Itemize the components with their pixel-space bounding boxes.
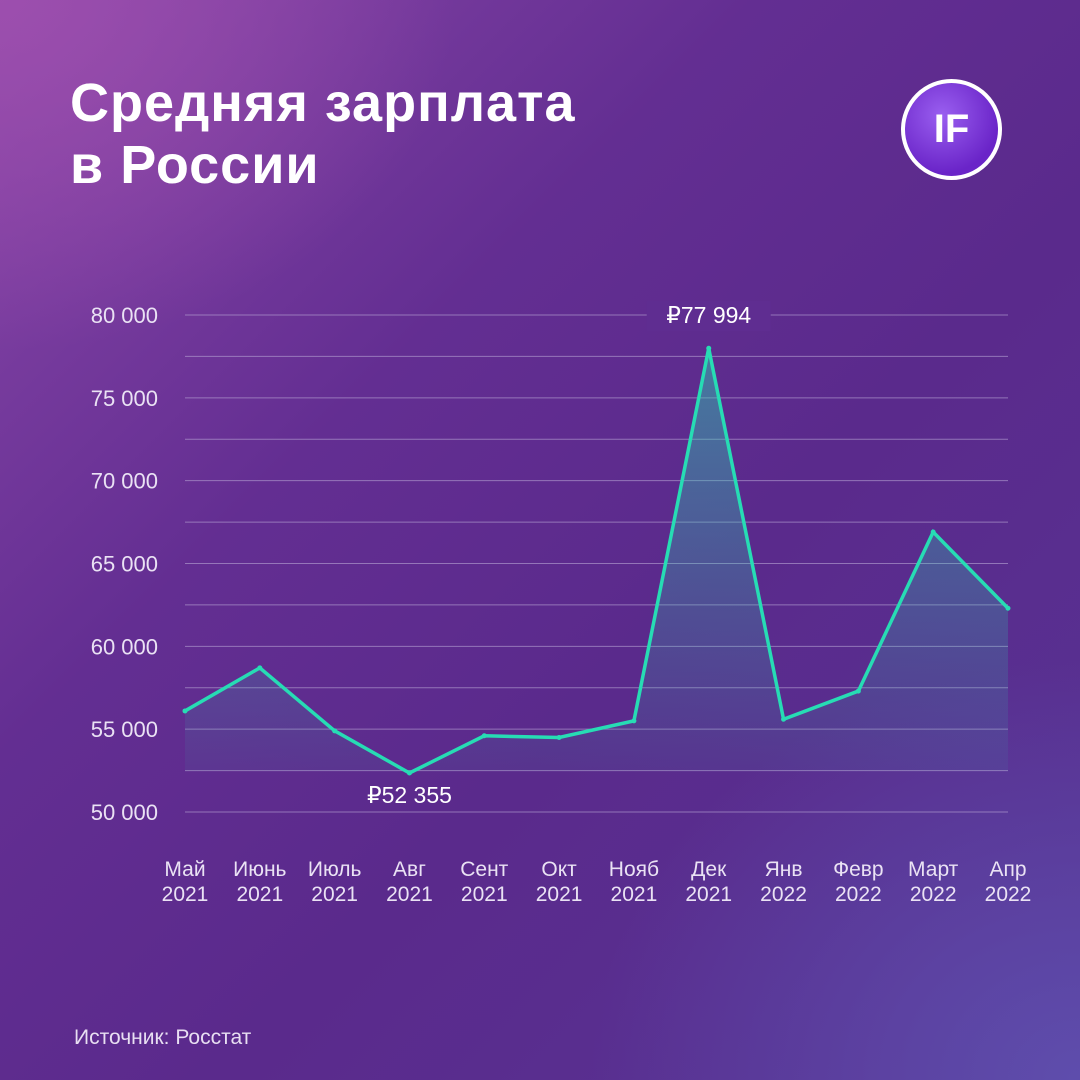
data-point — [930, 529, 936, 535]
x-tick-year: 2021 — [236, 883, 283, 906]
source-note: Источник: Росстат — [74, 1026, 252, 1049]
data-point — [481, 733, 487, 739]
x-tick-year: 2021 — [386, 883, 433, 906]
data-point — [406, 770, 412, 776]
x-tick-month: Нояб — [609, 858, 659, 881]
x-tick-year: 2022 — [910, 883, 957, 906]
x-tick-year: 2022 — [985, 883, 1032, 906]
y-tick-label: 65 000 — [91, 552, 158, 577]
x-tick-month: Авг — [393, 858, 426, 881]
data-point — [706, 345, 712, 351]
title-line-1: Средняя зарплата — [70, 73, 576, 133]
y-tick-label: 75 000 — [91, 386, 158, 411]
series-line — [184, 347, 1010, 775]
x-tick-year: 2021 — [611, 883, 658, 906]
x-tick-month: Апр — [989, 858, 1026, 881]
x-tick-month: Дек — [691, 858, 727, 881]
y-tick-label: 70 000 — [91, 469, 158, 494]
annotation-bg — [646, 301, 771, 331]
data-point — [182, 708, 188, 714]
x-tick-year: 2021 — [461, 883, 508, 906]
data-point — [332, 728, 338, 734]
data-point — [631, 718, 637, 724]
x-tick-month: Май — [164, 858, 205, 881]
x-tick-month: Март — [908, 858, 959, 881]
x-tick-month: Июль — [308, 858, 362, 881]
salary-line-chart: 80 000 75 000 70 000 65 000 60 000 55 000 50 0… — [91, 301, 1032, 906]
data-label: ₽77 994 — [666, 302, 751, 328]
x-tick-month: Сент — [460, 858, 508, 881]
data-point — [257, 665, 263, 671]
x-tick-year: 2021 — [536, 883, 583, 906]
area-fill — [185, 348, 1008, 773]
data-point — [1005, 605, 1011, 611]
title-line-2: в России — [70, 135, 320, 195]
x-tick-year: 2022 — [835, 883, 882, 906]
x-tick-year: 2022 — [760, 883, 807, 906]
x-tick-year: 2021 — [685, 883, 732, 906]
x-tick-month: Февр — [833, 858, 883, 881]
x-tick-month: Окт — [541, 858, 577, 881]
y-tick-label: 50 000 — [91, 800, 158, 825]
x-tick-year: 2021 — [162, 883, 209, 906]
y-tick-label: 80 000 — [91, 303, 158, 328]
x-tick-month: Июнь — [233, 858, 286, 881]
x-tick-year: 2021 — [311, 883, 358, 906]
y-tick-label: 60 000 — [91, 634, 158, 659]
data-point — [556, 734, 562, 740]
page-title: Средняя зарплата в России — [70, 72, 576, 196]
interfax-logo: IF — [901, 79, 1002, 180]
data-point — [855, 688, 861, 694]
data-point — [781, 716, 787, 722]
x-tick-month: Янв — [765, 858, 803, 881]
data-label: ₽52 355 — [367, 782, 452, 808]
y-tick-label: 55 000 — [91, 717, 158, 742]
